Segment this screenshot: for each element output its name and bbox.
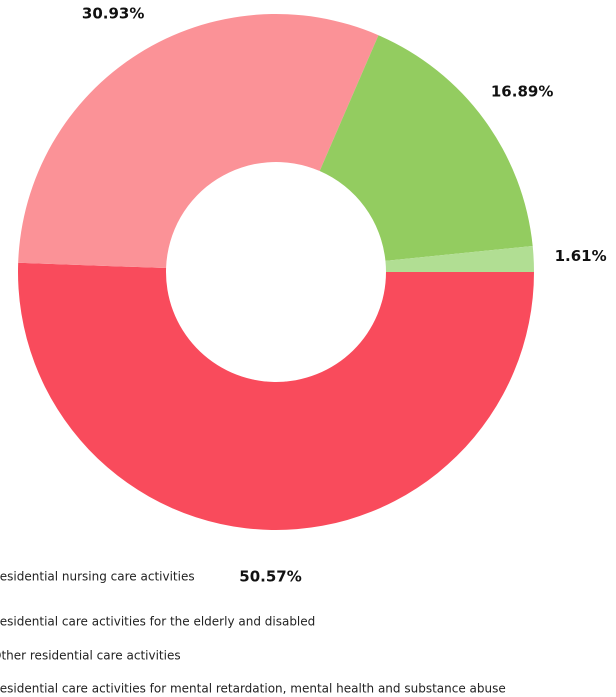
value-label: 16.89%: [491, 82, 553, 100]
value-label: 1.61%: [555, 247, 607, 265]
donut-slice: [319, 35, 533, 261]
legend-label: Residential nursing care activities: [0, 570, 195, 584]
legend-label: Residential care activities for mental r…: [0, 682, 506, 696]
legend-label: Other residential care activities: [0, 649, 181, 663]
value-label: 50.57%: [239, 567, 301, 585]
donut-slice: [18, 13, 379, 269]
value-label: 30.93%: [82, 5, 144, 23]
donut-slice: [385, 245, 534, 272]
donut-slice: [18, 262, 535, 530]
legend-label: Residential care activities for the elde…: [0, 615, 315, 629]
